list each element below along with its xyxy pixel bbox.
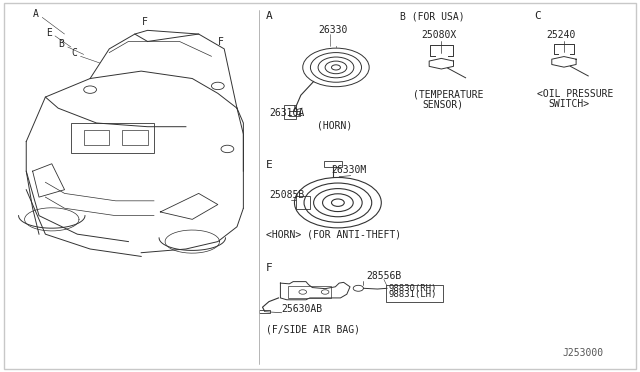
Text: E: E [266, 160, 273, 170]
Text: B (FOR USA): B (FOR USA) [400, 11, 465, 21]
Text: A: A [266, 11, 273, 21]
Text: F: F [141, 17, 147, 27]
Bar [387, 285, 443, 302]
Text: F: F [218, 37, 224, 47]
Circle shape [221, 145, 234, 153]
Bar [84, 131, 109, 145]
Text: 98830(RH): 98830(RH) [389, 283, 437, 292]
Text: (F/SIDE AIR BAG): (F/SIDE AIR BAG) [266, 324, 360, 334]
Text: 26330: 26330 [318, 25, 348, 35]
Text: A: A [33, 9, 39, 19]
Text: 25085B: 25085B [269, 190, 304, 200]
Bar [122, 131, 148, 145]
Circle shape [211, 82, 224, 90]
Bar [288, 286, 332, 298]
Text: 98831(LH): 98831(LH) [389, 290, 437, 299]
Bar [259, 310, 269, 314]
Text: E: E [45, 28, 52, 38]
Text: F: F [266, 263, 273, 273]
Text: SENSOR): SENSOR) [422, 99, 463, 109]
Text: 25630AB: 25630AB [282, 304, 323, 314]
Text: B: B [58, 39, 64, 49]
Text: 25240: 25240 [547, 30, 576, 40]
Text: SWITCH>: SWITCH> [548, 99, 589, 109]
Text: 26330M: 26330M [331, 165, 366, 175]
Text: C: C [534, 11, 541, 21]
Text: 28556B: 28556B [366, 272, 401, 281]
Text: (HORN): (HORN) [317, 121, 352, 131]
Text: 25080X: 25080X [421, 30, 456, 40]
Text: C: C [71, 48, 77, 58]
Text: 26310A: 26310A [269, 108, 304, 118]
Text: <OIL PRESSURE: <OIL PRESSURE [537, 89, 614, 99]
Bar [289, 111, 300, 116]
Circle shape [84, 86, 97, 93]
Bar [296, 196, 310, 209]
Text: <HORN> (FOR ANTI-THEFT): <HORN> (FOR ANTI-THEFT) [266, 229, 401, 239]
Bar [71, 123, 154, 153]
Bar [284, 105, 296, 119]
Text: (TEMPERATURE: (TEMPERATURE [413, 89, 483, 99]
Bar [324, 161, 342, 167]
Text: J253000: J253000 [563, 349, 604, 359]
